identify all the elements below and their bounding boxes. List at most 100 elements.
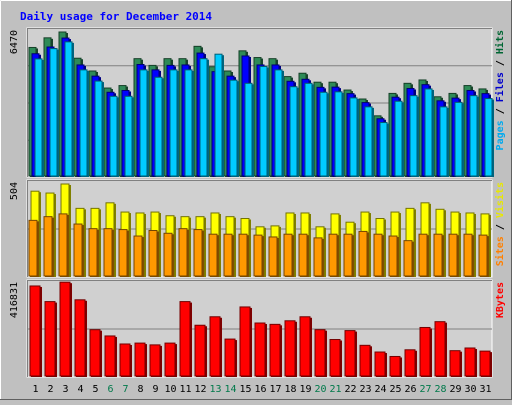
sites-bar-day-24: [373, 233, 383, 277]
sites-bar-day-21: [328, 233, 338, 277]
kbytes-bar-day-9: [149, 344, 161, 377]
day-label-1: 1: [32, 384, 38, 395]
sites-bar-day-19: [298, 233, 308, 277]
kbytes-bar-day-10: [164, 342, 176, 377]
day-label-10: 10: [164, 384, 176, 395]
kbytes-bar-day-27: [419, 326, 431, 377]
sites-bar-day-7: [118, 229, 128, 277]
day-label-15: 15: [239, 384, 251, 395]
panel-pages-files-hits: 6470 Pages / Files / Hits: [9, 27, 506, 178]
day-label-13: 13: [209, 384, 221, 395]
kbytes-bar-day-15: [239, 306, 251, 377]
pages-bar-day-12: [199, 58, 208, 177]
pages-bar-day-31: [484, 98, 493, 177]
pages-bar-day-21: [334, 91, 343, 177]
kbytes-bar-day-31: [479, 350, 491, 377]
kbytes-bar-day-1: [29, 285, 41, 377]
panel-sites-visits: 504 Sites / Visits: [9, 179, 506, 278]
day-label-3: 3: [62, 384, 68, 395]
pages-bar-day-7: [124, 95, 133, 177]
panel-kbytes: 416831 KBytes: [9, 279, 506, 378]
side-label-part-sites-visits-1: /: [495, 218, 506, 236]
pages-bar-day-16: [259, 66, 268, 177]
day-label-6: 6: [107, 384, 113, 395]
sites-bar-day-11: [178, 228, 188, 277]
pages-bar-day-2: [49, 48, 58, 177]
panels-layer: 6470 Pages / Files / Hits 504 Sites / Visit…: [9, 27, 506, 378]
kbytes-bar-day-13: [209, 316, 221, 377]
kbytes-bar-day-18: [284, 320, 296, 377]
kbytes-bar-day-29: [449, 350, 461, 377]
day-label-29: 29: [449, 384, 461, 395]
sites-bar-day-29: [448, 233, 458, 277]
sites-bar-day-15: [238, 233, 248, 277]
pages-bar-day-3: [64, 41, 73, 177]
sites-bar-day-2: [43, 216, 53, 277]
pages-bar-day-4: [79, 69, 88, 177]
day-labels: 1 2 3 4 5 6 7 8 9 10 11 12 13 14 15 16 17 18 19 20 21 22 23 24 2…: [32, 384, 491, 395]
day-label-7: 7: [122, 384, 128, 395]
kbytes-bar-day-14: [224, 338, 236, 377]
kbytes-bar-day-28: [434, 321, 446, 377]
pages-bar-day-18: [289, 86, 298, 177]
kbytes-bar-day-20: [314, 329, 326, 377]
day-label-21: 21: [329, 384, 341, 395]
pages-bar-day-5: [94, 80, 103, 177]
side-label-part-sites-visits-2: Visits: [494, 182, 506, 218]
kbytes-bar-day-30: [464, 347, 476, 377]
kbytes-bar-day-2: [44, 301, 56, 377]
pages-bar-day-11: [184, 69, 193, 177]
sites-bar-day-10: [163, 232, 173, 277]
pages-bar-day-25: [394, 100, 403, 177]
kbytes-bar-day-16: [254, 322, 266, 377]
sites-bar-day-5: [88, 228, 98, 277]
sites-bar-day-3: [58, 213, 68, 277]
side-label-part-pages-files-hits-2: Files: [494, 72, 506, 102]
day-label-5: 5: [92, 384, 98, 395]
kbytes-bar-day-6: [104, 335, 116, 377]
sites-bar-day-16: [253, 234, 263, 277]
pages-bar-day-30: [469, 95, 478, 177]
sites-bar-day-26: [403, 240, 413, 277]
sites-bar-day-14: [223, 233, 233, 277]
pages-bar-day-14: [229, 79, 238, 177]
sites-bar-day-28: [433, 233, 443, 277]
day-label-17: 17: [269, 384, 281, 395]
pages-bar-day-27: [424, 88, 433, 177]
side-label-pages-files-hits: Pages / Files / Hits: [494, 30, 506, 150]
day-label-16: 16: [254, 384, 266, 395]
kbytes-bar-day-19: [299, 316, 311, 377]
sites-bar-day-9: [148, 230, 158, 277]
pages-bar-day-19: [304, 82, 313, 177]
pages-bar-day-8: [139, 69, 148, 177]
kbytes-bar-day-24: [374, 351, 386, 377]
kbytes-bar-day-8: [134, 342, 146, 377]
kbytes-bar-day-5: [89, 329, 101, 377]
sites-bar-day-30: [463, 233, 473, 277]
sites-bar-day-6: [103, 228, 113, 277]
side-label-kbytes: KBytes: [495, 282, 506, 318]
kbytes-bar-day-11: [179, 301, 191, 377]
side-label-sites-visits: Sites / Visits: [494, 182, 506, 266]
kbytes-bar-day-12: [194, 324, 206, 377]
day-label-25: 25: [389, 384, 401, 395]
day-label-4: 4: [77, 384, 83, 395]
day-label-19: 19: [299, 384, 311, 395]
day-label-12: 12: [194, 384, 206, 395]
day-label-11: 11: [179, 384, 191, 395]
pages-bar-day-24: [379, 122, 388, 177]
pages-bar-day-6: [109, 95, 118, 177]
day-label-28: 28: [434, 384, 446, 395]
kbytes-bar-day-7: [119, 343, 131, 377]
pages-bar-day-20: [319, 91, 328, 177]
pages-bar-day-22: [349, 97, 358, 177]
sites-bar-day-27: [418, 233, 428, 277]
side-label-part-pages-files-hits-3: /: [495, 54, 506, 72]
day-label-18: 18: [284, 384, 296, 395]
sites-bar-day-13: [208, 233, 218, 277]
sites-bar-day-12: [193, 229, 203, 277]
day-label-2: 2: [47, 384, 53, 395]
side-label-part-kbytes-0: KBytes: [495, 282, 506, 318]
pages-bar-day-23: [364, 106, 373, 177]
